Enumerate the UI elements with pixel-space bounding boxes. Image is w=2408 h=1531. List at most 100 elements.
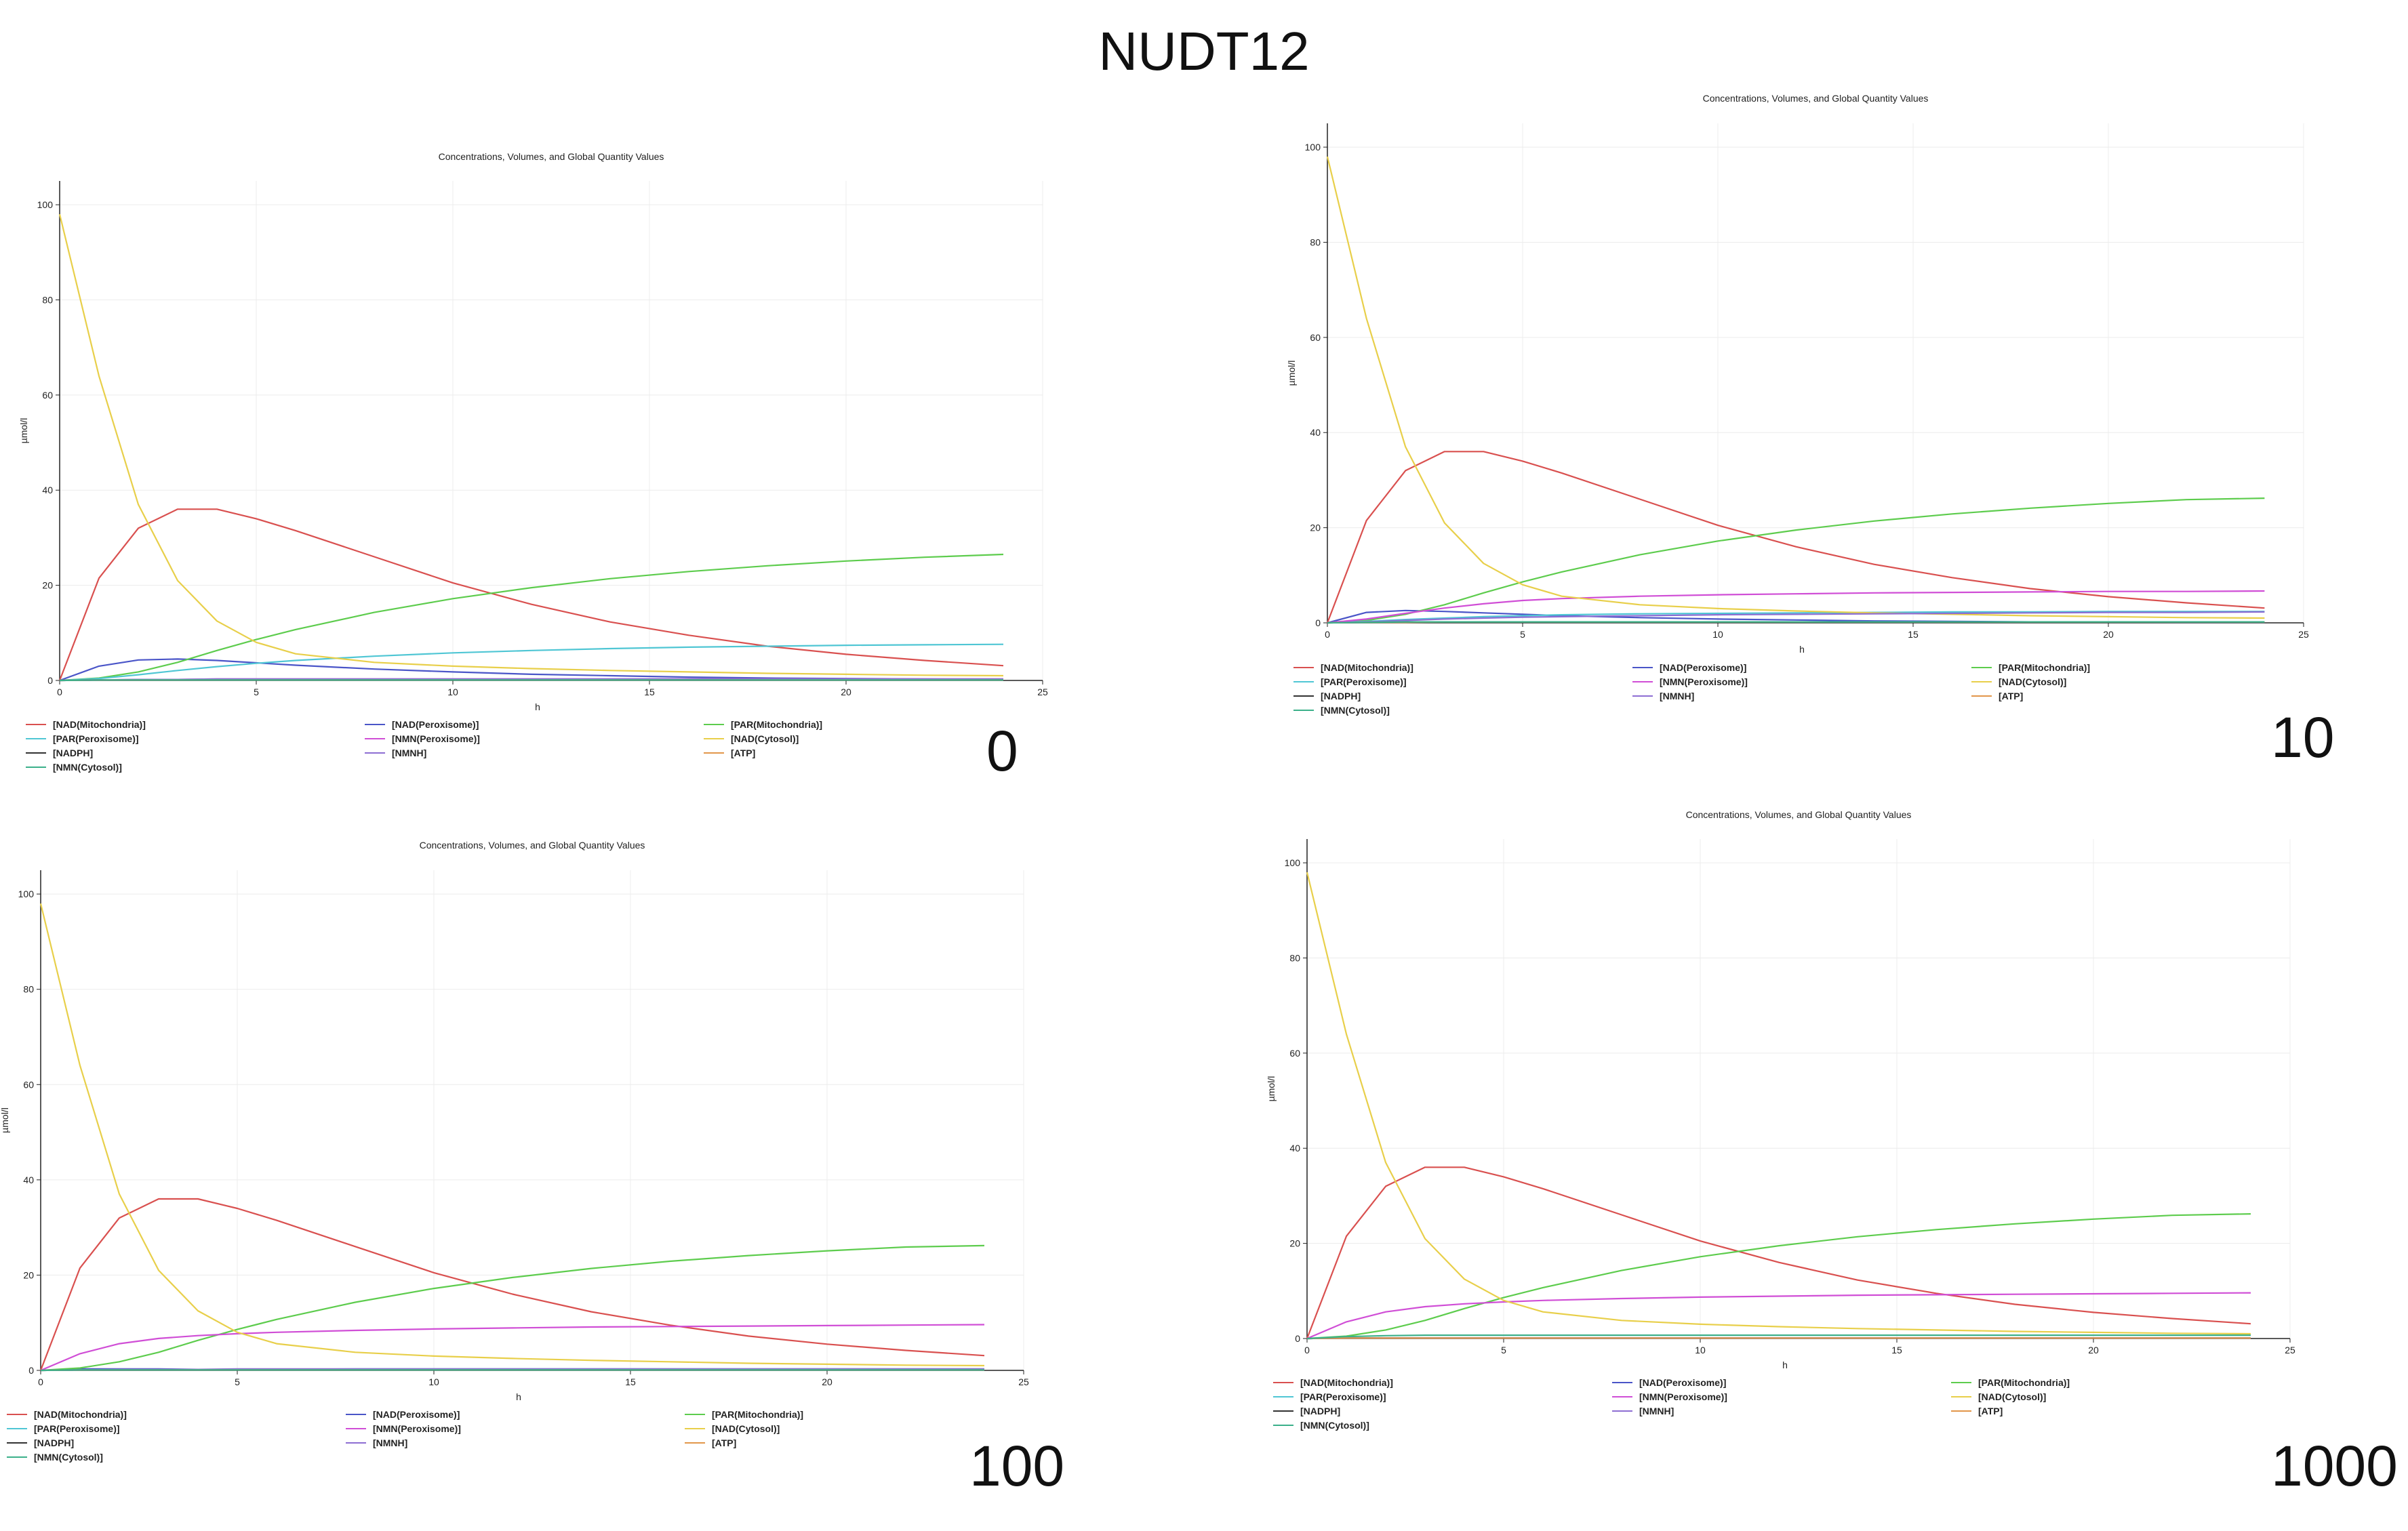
legend-label: [PAR(Peroxisome)] — [34, 1423, 120, 1434]
series-line-5 — [1306, 872, 2251, 1335]
legend-label: [PAR(Peroxisome)] — [53, 733, 139, 744]
legend-swatch — [26, 738, 46, 739]
legend-swatch — [1612, 1382, 1632, 1383]
series-line-4 — [1327, 590, 2265, 624]
legend-item: [NMN(Cytosol)] — [1273, 1419, 1612, 1431]
x-tick-label: 15 — [1908, 629, 1919, 640]
y-tick-label: 80 — [42, 294, 53, 305]
legend-item: [NAD(Peroxisome)] — [365, 718, 704, 731]
legend-item: [NAD(Mitochondria)] — [1293, 661, 1632, 674]
legend-label: [PAR(Peroxisome)] — [1300, 1391, 1386, 1402]
legend-swatch — [685, 1414, 705, 1415]
legend-item: [NMNH] — [1632, 690, 1971, 702]
legend-label: [NAD(Cytosol)] — [1978, 1391, 2047, 1402]
series-line-8 — [1306, 1337, 2251, 1340]
x-axis-label: h — [1782, 1360, 1788, 1370]
legend-swatch — [7, 1442, 27, 1444]
y-tick-label: 80 — [1289, 952, 1300, 963]
legend-item: [NAD(Peroxisome)] — [1612, 1376, 1951, 1389]
legend-label: [NADPH] — [53, 748, 94, 758]
legend-item: [PAR(Mitochondria)] — [1951, 1376, 2290, 1389]
x-tick-label: 20 — [2103, 629, 2114, 640]
legend-item: [NAD(Cytosol)] — [1951, 1391, 2290, 1403]
y-axis-label: µmol/l — [1286, 361, 1297, 386]
legend-swatch — [7, 1428, 27, 1429]
legend-swatch — [346, 1442, 366, 1444]
legend-swatch — [1632, 695, 1653, 697]
legend-label: [NMN(Cytosol)] — [1300, 1420, 1369, 1431]
legend-item: [NAD(Peroxisome)] — [1632, 661, 1971, 674]
legend-1000: [NAD(Mitochondria)] [NAD(Peroxisome)] [PAR… — [1273, 1376, 2317, 1431]
y-axis-label: µmol/l — [0, 1107, 10, 1133]
legend-swatch — [1971, 681, 1992, 682]
legend-item: [NMNH] — [365, 747, 704, 759]
legend-label: [NMNH] — [1660, 691, 1695, 701]
legend-item: [PAR(Peroxisome)] — [1273, 1391, 1612, 1403]
legend-swatch — [1951, 1382, 1971, 1383]
legend-swatch — [346, 1428, 366, 1429]
chart-title: Concentrations, Volumes, and Global Quan… — [439, 151, 664, 162]
legend-label: [NMN(Cytosol)] — [1321, 705, 1390, 716]
legend-item: [NAD(Peroxisome)] — [346, 1408, 685, 1421]
legend-swatch — [1612, 1396, 1632, 1397]
y-tick-label: 40 — [1310, 427, 1321, 438]
legend-label: [PAR(Peroxisome)] — [1321, 676, 1407, 687]
legend-label: [NMN(Cytosol)] — [34, 1452, 103, 1463]
legend-label: [NAD(Cytosol)] — [731, 733, 799, 744]
legend-label: [NAD(Peroxisome)] — [392, 719, 479, 730]
legend-item: [NMN(Cytosol)] — [7, 1451, 346, 1463]
y-axis-label: µmol/l — [18, 418, 29, 444]
y-tick-label: 100 — [37, 199, 54, 210]
legend-label: [NADPH] — [1321, 691, 1361, 701]
x-axis-label: h — [535, 701, 540, 712]
legend-swatch — [1951, 1396, 1971, 1397]
legend-label: [NAD(Mitochondria)] — [53, 719, 146, 730]
chart-title: Concentrations, Volumes, and Global Quan… — [420, 840, 645, 851]
x-tick-label: 15 — [644, 687, 655, 697]
x-tick-label: 10 — [447, 687, 458, 697]
legend-label: [NAD(Mitochondria)] — [1300, 1377, 1393, 1388]
legend-label: [ATP] — [731, 748, 756, 758]
legend-item: [NAD(Mitochondria)] — [1273, 1376, 1612, 1389]
x-tick-label: 25 — [2298, 629, 2309, 640]
legend-swatch — [26, 767, 46, 768]
legend-label: [NAD(Peroxisome)] — [1660, 662, 1747, 673]
x-tick-label: 0 — [38, 1376, 43, 1387]
legend-item: [ATP] — [685, 1437, 1024, 1449]
legend-label: [ATP] — [1978, 1406, 2003, 1416]
param-label: 0 — [986, 719, 1018, 783]
legend-item: [PAR(Peroxisome)] — [1293, 676, 1632, 688]
chart-title: Concentrations, Volumes, and Global Quan… — [1686, 809, 1912, 820]
series-line-4 — [1306, 1292, 2251, 1340]
series-line-3 — [59, 643, 1004, 682]
x-tick-label: 10 — [1712, 629, 1723, 640]
legend-item: [NAD(Cytosol)] — [704, 733, 1043, 745]
legend-label: [NMN(Peroxisome)] — [1639, 1391, 1727, 1402]
legend-swatch — [1273, 1382, 1293, 1383]
y-tick-label: 0 — [47, 675, 53, 686]
y-tick-label: 100 — [1285, 857, 1301, 868]
legend-swatch — [704, 738, 724, 739]
legend-item: [NMNH] — [346, 1437, 685, 1449]
legend-item: [ATP] — [1951, 1405, 2290, 1417]
legend-item: [PAR(Mitochondria)] — [685, 1408, 1024, 1421]
legend-label: [NMN(Peroxisome)] — [392, 733, 480, 744]
x-tick-label: 0 — [57, 687, 62, 697]
param-label: 1000 — [2271, 1434, 2398, 1498]
legend-label: [NMNH] — [392, 748, 427, 758]
legend-item: [NMN(Peroxisome)] — [346, 1423, 685, 1435]
y-tick-label: 0 — [1315, 617, 1321, 628]
x-tick-label: 25 — [1018, 1376, 1029, 1387]
legend-item: [PAR(Mitochondria)] — [1971, 661, 2310, 674]
x-tick-label: 5 — [1520, 629, 1525, 640]
legend-label: [NADPH] — [34, 1437, 75, 1448]
series-line-5 — [58, 213, 1004, 677]
legend-label: [NMN(Peroxisome)] — [373, 1423, 461, 1434]
legend-item: [ATP] — [704, 747, 1043, 759]
series-line-7 — [1327, 611, 2265, 624]
x-tick-label: 25 — [2285, 1345, 2295, 1355]
legend-item: [NMN(Cytosol)] — [26, 761, 365, 773]
legend-swatch — [685, 1428, 705, 1429]
legend-item: [NMN(Peroxisome)] — [365, 733, 704, 745]
